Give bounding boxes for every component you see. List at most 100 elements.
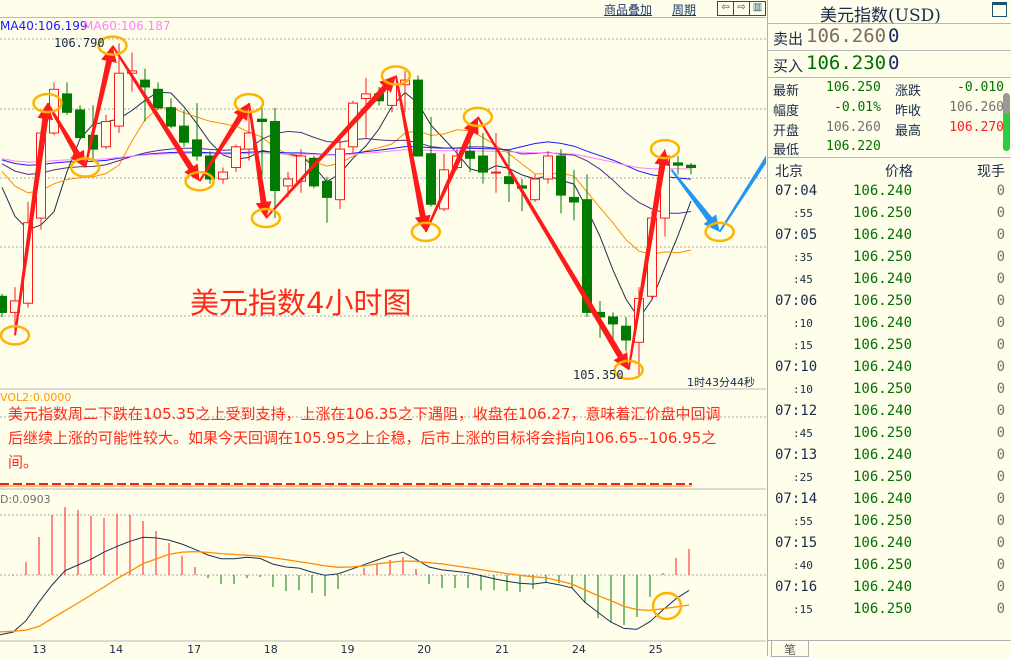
sell-label: 卖出	[773, 30, 804, 48]
tab-ticks[interactable]: 笔	[771, 641, 809, 657]
tick-volume: 0	[996, 337, 1005, 353]
trend-arrow	[198, 103, 249, 182]
highlight-circle	[704, 221, 735, 243]
x-tick-label: 18	[264, 643, 278, 656]
tick-volume: 0	[996, 579, 1005, 595]
tick-row[interactable]: :25 106.250 0	[768, 466, 1011, 488]
quote-grid: 最新 106.250 涨跌 -0.010 幅度 -0.01% 昨收 106.26…	[768, 78, 1011, 158]
tick-price: 106.240	[853, 403, 913, 419]
tick-price: 106.250	[853, 557, 913, 573]
scroll-left-button[interactable]: ⇦	[717, 1, 734, 16]
candle-body	[530, 178, 540, 201]
candle-body	[361, 93, 371, 100]
tick-row[interactable]: 07:06 106.250 0	[768, 290, 1011, 312]
high-label: 最高	[895, 124, 922, 139]
x-tick-label: 24	[572, 643, 586, 656]
tick-volume: 0	[996, 249, 1005, 265]
candle-body	[62, 93, 72, 113]
macd-cross-circle	[651, 591, 683, 621]
period-link[interactable]: 周期	[672, 3, 697, 17]
tick-row[interactable]: :55 106.250 0	[768, 202, 1011, 224]
tick-volume: 0	[996, 183, 1005, 199]
ma60-label: MA60:106.187	[83, 19, 171, 33]
trend-arrow	[265, 75, 396, 219]
tick-row[interactable]: :10 106.250 0	[768, 378, 1011, 400]
tick-row[interactable]: :45 106.240 0	[768, 268, 1011, 290]
tick-row[interactable]: :10 106.240 0	[768, 312, 1011, 334]
tick-time: :45	[793, 273, 813, 286]
tick-row[interactable]: 07:14 106.240 0	[768, 488, 1011, 510]
layout-button[interactable]: ▥	[749, 1, 766, 16]
tick-row[interactable]: 07:04 106.240 0	[768, 180, 1011, 202]
tick-price: 106.250	[853, 425, 913, 441]
candle-body	[283, 178, 293, 187]
tick-volume: 0	[996, 491, 1005, 507]
tick-row[interactable]: :40 106.250 0	[768, 554, 1011, 576]
quote-title-row: 美元指数(USD)	[768, 0, 1011, 26]
highlight-circle	[250, 207, 282, 229]
quote-scrollbar[interactable]	[1003, 93, 1010, 151]
high-value: 106.270	[949, 120, 1004, 135]
highlight-circle	[0, 325, 31, 346]
x-tick-label: 14	[109, 643, 123, 656]
tick-row[interactable]: 07:13 106.240 0	[768, 444, 1011, 466]
ma10-line	[1, 106, 692, 255]
pct-value: -0.01%	[834, 100, 881, 115]
candlestick-chart[interactable]: MA40:106.199 MA60:106.187 106.790 105.35…	[0, 17, 766, 656]
x-tick-label: 25	[649, 643, 663, 656]
candle-body	[543, 155, 553, 180]
tick-row[interactable]: 07:12 106.240 0	[768, 400, 1011, 422]
tick-row[interactable]: :35 106.250 0	[768, 246, 1011, 268]
highlight-circle	[233, 92, 265, 114]
candle-body	[504, 176, 514, 185]
low-value: 106.220	[826, 139, 881, 154]
tick-volume: 0	[996, 513, 1005, 529]
tick-row[interactable]: 07:05 106.240 0	[768, 224, 1011, 246]
tick-price: 106.250	[853, 601, 913, 617]
open-label: 开盘	[773, 124, 800, 139]
tick-price: 106.250	[853, 249, 913, 265]
highlight-circle	[380, 65, 412, 86]
trend-arrow	[394, 75, 431, 232]
candle-body	[192, 139, 202, 157]
tick-volume: 0	[996, 425, 1005, 441]
analysis-comment: 美元指数周二下跌在105.35之上受到支持，上涨在106.35之下遇阻，收盘在1…	[8, 405, 721, 471]
macd-label: D:0.0903	[0, 493, 51, 506]
tab-strip: 笔	[768, 640, 1011, 657]
forecast-arrow-down	[670, 169, 720, 232]
highlight-circle	[97, 35, 128, 56]
tick-row[interactable]: 07:16 106.240 0	[768, 576, 1011, 598]
highlight-circle	[410, 221, 442, 243]
tick-row[interactable]: :15 106.250 0	[768, 598, 1011, 620]
low-label: 最低	[773, 143, 800, 158]
tick-time: :10	[793, 317, 813, 330]
header-time: 北京	[775, 164, 803, 180]
tick-row[interactable]: :45 106.250 0	[768, 422, 1011, 444]
overlay-commodity-link[interactable]: 商品叠加	[604, 3, 653, 17]
ma20-line	[1, 130, 692, 214]
highlight-circle	[462, 106, 494, 128]
tick-time: :15	[793, 603, 813, 616]
tick-row[interactable]: 07:15 106.240 0	[768, 532, 1011, 554]
candle-body	[413, 79, 423, 157]
tick-row[interactable]: :55 106.250 0	[768, 510, 1011, 532]
scroll-right-button[interactable]: ⇨	[733, 1, 750, 16]
trend-arrow	[46, 102, 86, 168]
dea-line	[0, 550, 690, 633]
buy-label: 买入	[773, 57, 804, 75]
candle-body	[426, 153, 436, 205]
tick-row[interactable]: 07:10 106.240 0	[768, 356, 1011, 378]
tick-price: 106.240	[853, 447, 913, 463]
tick-volume: 0	[996, 469, 1005, 485]
tick-volume: 0	[996, 227, 1005, 243]
maximize-icon[interactable]	[992, 2, 1007, 17]
highlight-circle	[649, 138, 681, 160]
tick-time: :40	[793, 559, 813, 572]
tick-row[interactable]: :15 106.250 0	[768, 334, 1011, 356]
tick-volume: 0	[996, 381, 1005, 397]
change-value: -0.010	[957, 80, 1004, 95]
tick-time: 07:05	[775, 227, 818, 243]
candle-body	[114, 72, 124, 127]
tick-time: 07:14	[775, 491, 818, 507]
x-tick-label: 17	[187, 643, 201, 656]
